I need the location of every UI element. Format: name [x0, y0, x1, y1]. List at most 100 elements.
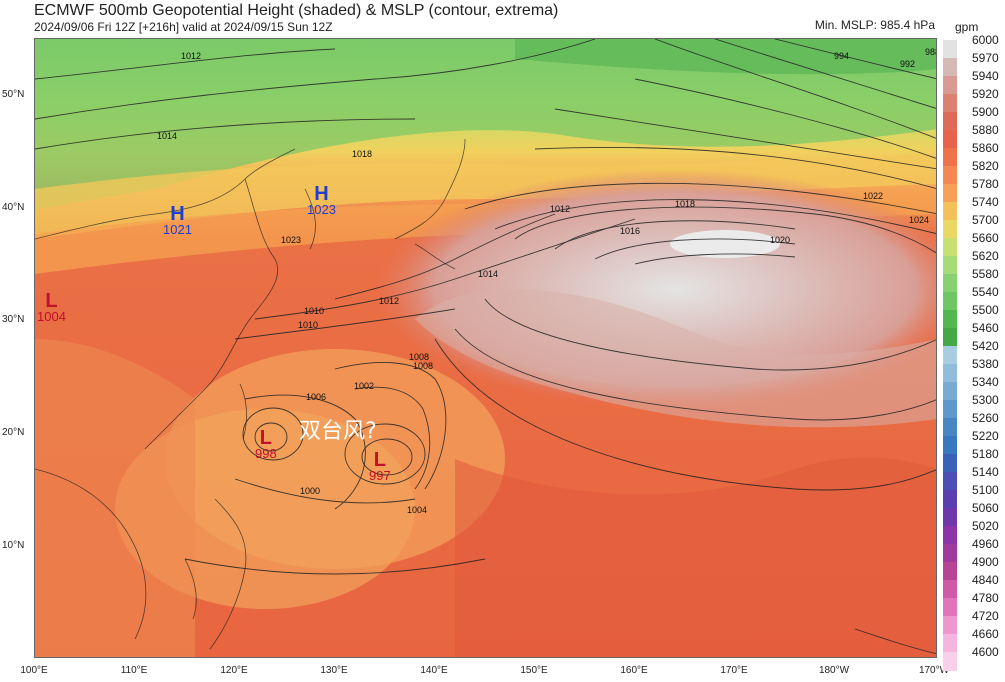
isobar-label: 1008	[413, 361, 434, 371]
colorbar-tick-label: 5260	[972, 411, 999, 425]
colorbar-tick-label: 5500	[972, 303, 999, 317]
colorbar-swatch	[943, 76, 957, 95]
colorbar-tick-label: 5620	[972, 249, 999, 263]
colorbar-swatch	[943, 256, 957, 275]
colorbar-swatch	[943, 652, 957, 671]
isobar-label: 1010	[304, 306, 325, 316]
colorbar-tick-label: 5900	[972, 105, 999, 119]
colorbar-tick-label: 5700	[972, 213, 999, 227]
colorbar-tick-label: 5340	[972, 375, 999, 389]
isobar-label: 992	[900, 59, 916, 69]
high-letter: H	[314, 183, 329, 205]
colorbar-tick-label: 5060	[972, 501, 999, 515]
twin-typhoon-annotation: 双台风?	[299, 419, 377, 444]
colorbar-swatch	[943, 364, 957, 383]
colorbar-swatch	[943, 130, 957, 149]
colorbar-tick-label: 5140	[972, 465, 999, 479]
isobar-label: 1020	[770, 235, 791, 245]
colorbar-swatch	[943, 382, 957, 401]
lon-label: 180°W	[818, 665, 850, 676]
colorbar-swatch	[943, 508, 957, 527]
colorbar-tick-label: 5100	[972, 483, 999, 497]
colorbar-tick-label: 4840	[972, 573, 999, 587]
low-center: L 997	[369, 449, 391, 483]
isobar-label: 1012	[181, 51, 202, 61]
colorbar-swatch	[943, 274, 957, 293]
colorbar-tick-label: 5420	[972, 339, 999, 353]
isobar-label: 1024	[909, 215, 930, 225]
lat-label: 50°N	[2, 89, 25, 100]
lon-label: 130°E	[320, 665, 348, 676]
colorbar-tick-label: 5540	[972, 285, 999, 299]
isobar-label: 1018	[352, 149, 373, 159]
colorbar-swatch	[943, 112, 957, 131]
isobar-label: 1023	[281, 235, 302, 245]
isobar-label: 1022	[863, 191, 884, 201]
lon-label: 170°E	[720, 665, 748, 676]
colorbar-tick-label: 4600	[972, 645, 999, 659]
colorbar-swatch	[943, 634, 957, 653]
colorbar-swatch	[943, 616, 957, 635]
weather-map: 1000 1004 1006 1008 1010 1012 1014 1016 1018 1020…	[34, 38, 937, 658]
lat-label: 20°N	[2, 427, 25, 438]
isobar-label: 1000	[300, 486, 321, 496]
low-letter: L	[45, 290, 58, 312]
colorbar-swatch	[943, 292, 957, 311]
isobar-label: 988	[925, 47, 936, 57]
low-center: L 1004	[37, 290, 66, 324]
lon-label: 140°E	[420, 665, 448, 676]
isobar-label: 1016	[620, 226, 641, 236]
min-mslp-readout: Min. MSLP: 985.4 hPa	[814, 18, 935, 32]
lat-label: 30°N	[2, 314, 25, 325]
colorbar-tick-label: 5780	[972, 177, 999, 191]
colorbar-swatch	[943, 58, 957, 77]
colorbar-swatch	[943, 400, 957, 419]
lat-label: 40°N	[2, 202, 25, 213]
colorbar-swatch	[943, 238, 957, 257]
colorbar-swatch	[943, 544, 957, 563]
isobar-label: 1014	[157, 131, 178, 141]
colorbar-swatch	[943, 490, 957, 509]
low-value: 1004	[37, 309, 66, 324]
map-title: ECMWF 500mb Geopotential Height (shaded)…	[34, 2, 559, 19]
colorbar-tick-label: 5460	[972, 321, 999, 335]
low-center: L 998	[255, 428, 277, 460]
low-letter: L	[373, 449, 386, 471]
map-subtitle: 2024/09/06 Fri 12Z [+216h] valid at 2024…	[34, 20, 333, 34]
colorbar-tick-label: 5860	[972, 141, 999, 155]
colorbar-swatch	[943, 166, 957, 185]
isobar-label: 1012	[550, 204, 571, 214]
lon-label: 160°E	[620, 665, 648, 676]
colorbar-swatch	[943, 454, 957, 473]
isobar-label: 1006	[306, 392, 327, 402]
isobar-label: 1018	[675, 199, 696, 209]
isobar-label: 1012	[379, 296, 400, 306]
colorbar-tick-label: 5020	[972, 519, 999, 533]
colorbar-swatch	[943, 328, 957, 347]
colorbar-swatch	[943, 580, 957, 599]
colorbar-swatch	[943, 418, 957, 437]
colorbar-tick-label: 5970	[972, 51, 999, 65]
high-center: H 1021	[163, 204, 192, 237]
colorbar-swatch	[943, 562, 957, 581]
colorbar-tick-label: 5940	[972, 69, 999, 83]
colorbar-tick-label: 5380	[972, 357, 999, 371]
colorbar-tick-label: 5880	[972, 123, 999, 137]
low-value: 997	[369, 468, 391, 483]
lon-label: 150°E	[520, 665, 548, 676]
colorbar-tick-label: 6000	[972, 33, 999, 47]
isobar-label: 1010	[298, 320, 319, 330]
lon-label: 110°E	[120, 665, 148, 676]
colorbar-tick-label: 4960	[972, 537, 999, 551]
colorbar-tick-label: 5920	[972, 87, 999, 101]
colorbar-swatch	[943, 40, 957, 59]
colorbar-swatch	[943, 148, 957, 167]
colorbar-tick-label: 5820	[972, 159, 999, 173]
colorbar-tick-label: 4900	[972, 555, 999, 569]
colorbar-swatch	[943, 436, 957, 455]
colorbar-tick-label: 5220	[972, 429, 999, 443]
high-value: 1021	[163, 222, 192, 237]
isobar-label: 1014	[478, 269, 499, 279]
colorbar-swatch	[943, 472, 957, 491]
high-center: H 1023	[307, 183, 336, 216]
